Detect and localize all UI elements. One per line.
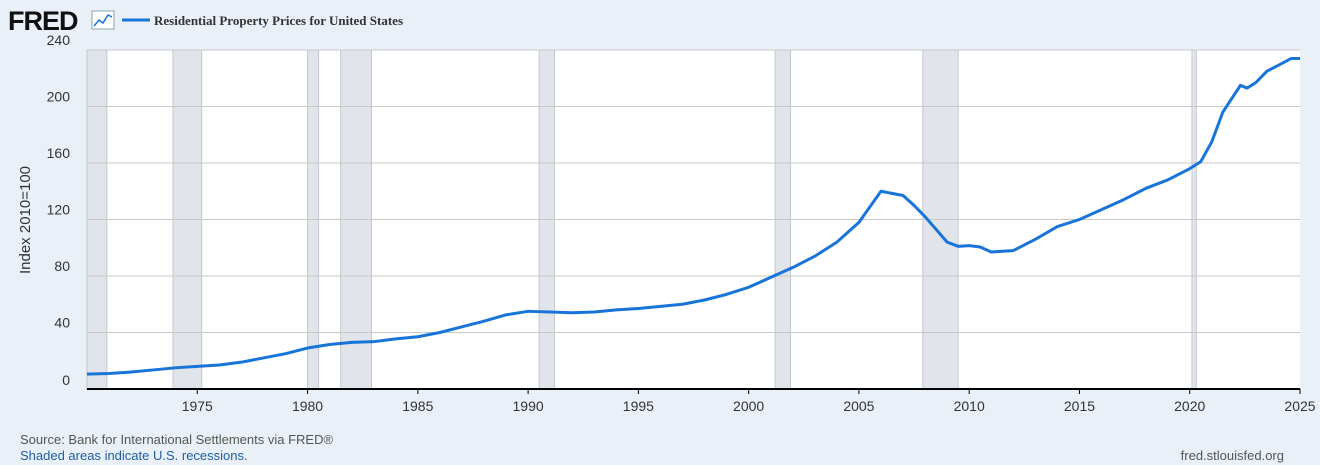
x-tick-label: 2015 bbox=[1064, 398, 1095, 414]
x-tick-label: 1985 bbox=[402, 398, 433, 414]
y-tick-label: 200 bbox=[47, 89, 71, 105]
x-tick-label: 1980 bbox=[292, 398, 323, 414]
y-tick-label: 40 bbox=[54, 315, 70, 331]
y-axis-title: Index 2010=100 bbox=[17, 166, 34, 274]
y-tick-label: 160 bbox=[47, 145, 71, 161]
series-line bbox=[86, 56, 1300, 376]
logo[interactable]: FRED bbox=[8, 6, 79, 36]
logo-icon bbox=[91, 10, 115, 30]
site-link[interactable]: fred.stlouisfed.org bbox=[1181, 448, 1284, 463]
recession-note[interactable]: Shaded areas indicate U.S. recessions. bbox=[20, 448, 248, 463]
y-tick-label: 80 bbox=[54, 258, 70, 274]
source: Source: Bank for International Settlemen… bbox=[20, 432, 333, 447]
x-tick-label: 1975 bbox=[182, 398, 213, 414]
x-tick-label: 1995 bbox=[623, 398, 654, 414]
y-tick-label: 120 bbox=[47, 202, 71, 218]
legend-label: Residential Property Prices for United S… bbox=[154, 13, 403, 28]
x-tick-label: 2020 bbox=[1174, 398, 1205, 414]
y-tick-label: 240 bbox=[47, 32, 71, 48]
x-tick-label: 2025 bbox=[1284, 398, 1315, 414]
x-tick-label: 1990 bbox=[513, 398, 544, 414]
x-tick-label: 2005 bbox=[843, 398, 874, 414]
y-tick-label: 0 bbox=[62, 372, 70, 388]
x-tick-label: 2010 bbox=[954, 398, 985, 414]
x-tick-label: 2000 bbox=[733, 398, 764, 414]
